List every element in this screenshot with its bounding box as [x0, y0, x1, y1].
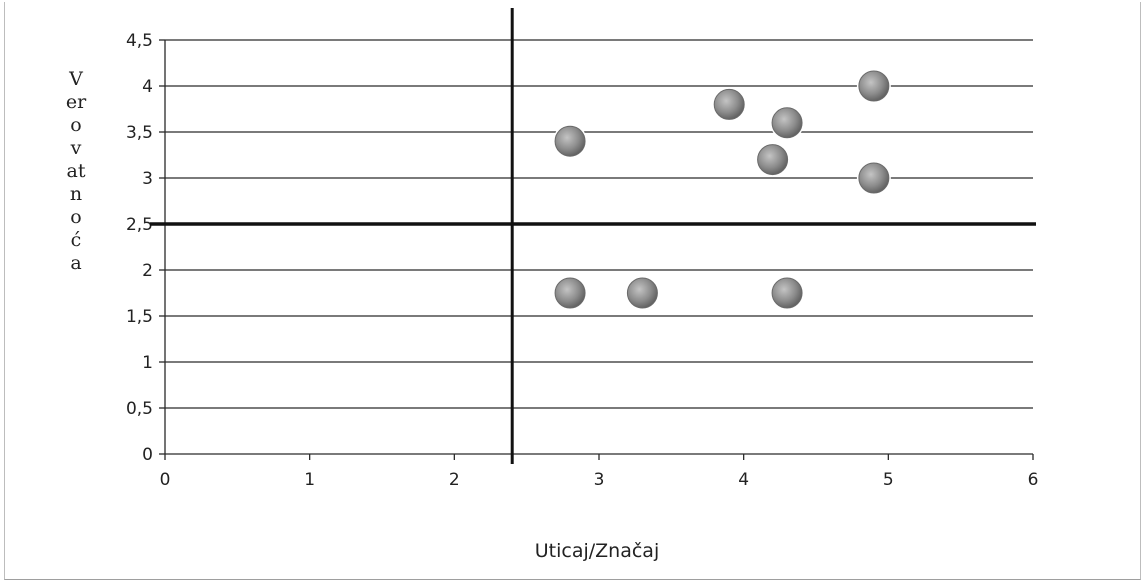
y-tick-label: 0	[142, 445, 153, 465]
quadrant-lines	[150, 8, 1036, 464]
y-tick-label: 2	[142, 261, 153, 281]
y-tick-label: 3	[142, 169, 153, 189]
data-point	[713, 88, 745, 120]
data-point	[771, 107, 803, 139]
x-tick-label: 1	[304, 470, 315, 490]
data-point	[771, 277, 803, 309]
x-tick-label: 5	[883, 470, 894, 490]
y-tick-label: 4	[142, 77, 153, 97]
x-tick-label: 4	[738, 470, 749, 490]
x-tick-label: 0	[160, 470, 171, 490]
data-point	[858, 162, 890, 194]
x-tick-label: 6	[1028, 470, 1039, 490]
y-tick-label: 4,5	[126, 31, 153, 51]
chart-frame	[4, 2, 1141, 580]
data-point	[858, 70, 890, 102]
y-axis-label-fragment: n	[70, 183, 82, 205]
data-point	[626, 277, 658, 309]
y-tick-label: 1,5	[126, 307, 153, 327]
y-axis-label-fragment: o	[70, 206, 81, 228]
data-points	[553, 69, 891, 310]
x-axis-label: Uticaj/Značaj	[535, 540, 659, 562]
grid-lines	[159, 39, 1034, 460]
y-axis-label-fragment: ć	[71, 229, 82, 251]
data-point	[554, 277, 586, 309]
data-point	[554, 125, 586, 157]
y-axis-label-fragment: v	[70, 137, 82, 159]
y-axis-label-fragment: er	[66, 91, 87, 113]
y-axis-label-fragment: a	[70, 252, 81, 274]
y-axis-label-fragment: V	[68, 68, 83, 90]
y-tick-label: 1	[142, 353, 153, 373]
x-tick-label: 2	[449, 470, 460, 490]
data-point	[757, 144, 789, 176]
y-tick-label: 2,5	[126, 215, 153, 235]
y-axis-label-fragment: at	[67, 160, 86, 182]
y-axis-label-fragment: o	[70, 114, 81, 136]
y-tick-label: 0,5	[126, 399, 153, 419]
x-tick-label: 3	[594, 470, 605, 490]
y-tick-label: 3,5	[126, 123, 153, 143]
tick-labels: 0 0,5 1 1,5 2 2,5 3 3,5 4 4,5 0 1 2 3 4 5 6	[126, 31, 1038, 490]
